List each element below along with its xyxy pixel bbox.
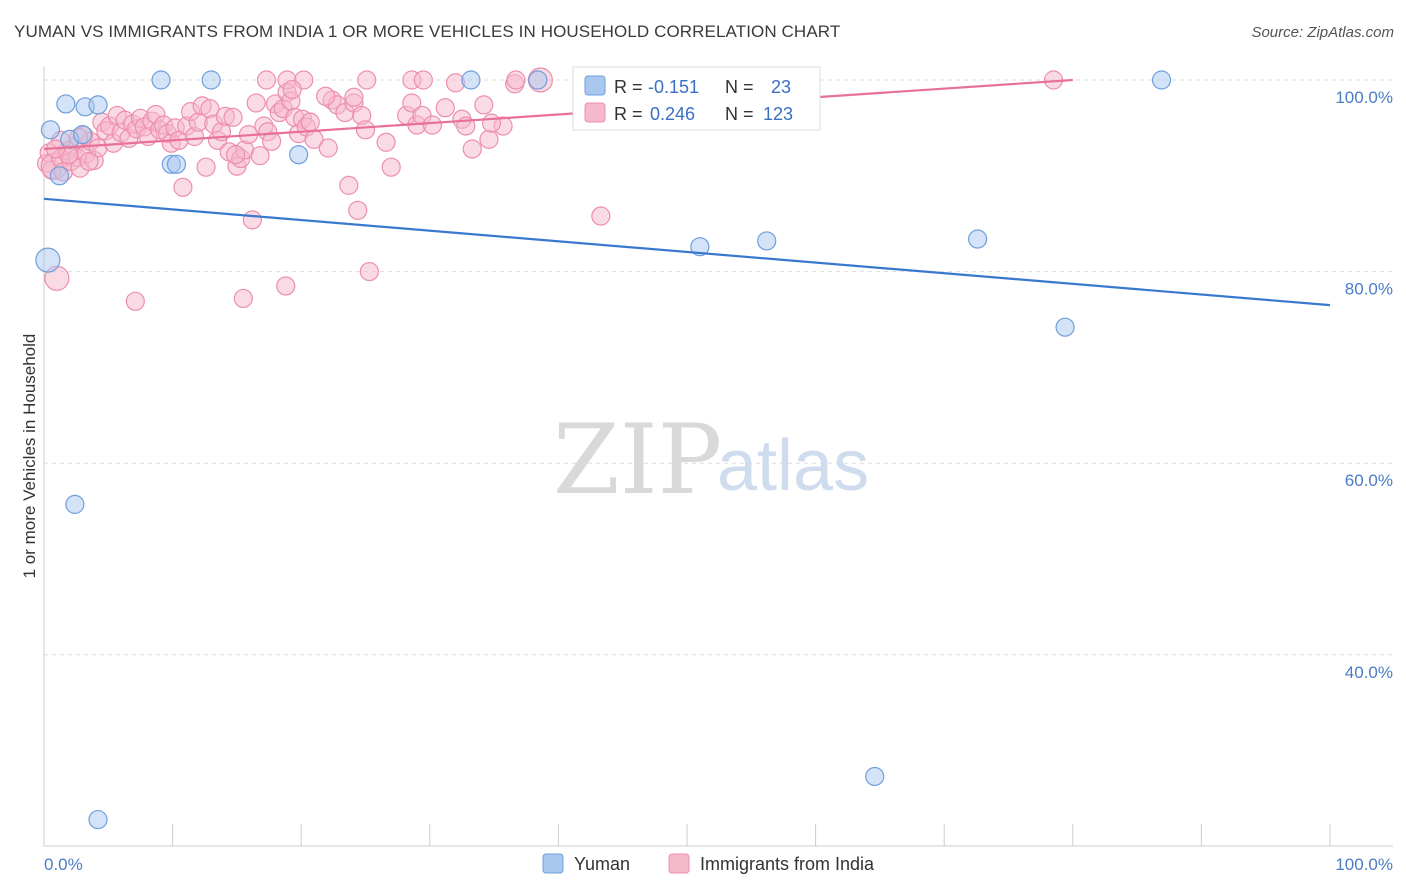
india-point-99: [276, 276, 296, 296]
x-tick-label-left: 0.0%: [44, 855, 83, 874]
watermark-zip: ZIP: [553, 404, 722, 516]
india-point-84: [381, 157, 401, 177]
india-point-86: [402, 93, 422, 113]
bottom-legend-swatch-yuman: [542, 853, 564, 874]
india-point-82: [359, 262, 379, 282]
india-point-56: [242, 210, 262, 230]
india-point-81: [355, 120, 376, 140]
legend-r-yuman: -0.151: [648, 77, 699, 97]
yuman-point-3: [56, 94, 76, 114]
legend-n-india: 123: [763, 104, 793, 124]
india-point-112: [344, 87, 364, 107]
trend-line-india: [43, 78, 1073, 151]
yuman-point-13: [201, 70, 221, 90]
india-point-93: [479, 129, 499, 149]
legend-swatch-india: [584, 102, 606, 123]
bottom-legend: Yuman Immigrants from India: [542, 853, 875, 874]
x-tick-label-right: 100.0%: [1335, 855, 1393, 874]
bottom-legend-yuman: Yuman: [574, 854, 630, 874]
yuman-point-12: [166, 154, 187, 174]
watermark-atlas: atlas: [717, 426, 869, 506]
bottom-legend-india: Immigrants from India: [700, 854, 875, 874]
trend-lines: [43, 78, 1331, 307]
india-point-61: [262, 131, 282, 151]
india-point-119: [79, 151, 99, 172]
legend-r-india: 0.246: [650, 104, 695, 124]
chart-title: YUMAN VS IMMIGRANTS FROM INDIA 1 OR MORE…: [14, 22, 841, 41]
india-point-107: [506, 70, 526, 90]
y-axis-label: 1 or more Vehicles in Household: [20, 334, 39, 579]
yuman-point-9: [88, 809, 108, 830]
india-point-79: [348, 200, 368, 220]
legend-swatch-yuman: [584, 75, 606, 96]
india-point-51: [223, 107, 243, 127]
india-point-111: [316, 86, 336, 106]
legend-n-label-yuman: N =: [725, 77, 754, 97]
india-point-96: [591, 206, 611, 226]
india-point-92: [474, 95, 494, 115]
yuman-point-2: [49, 166, 70, 186]
watermark: ZIP atlas: [553, 404, 869, 516]
india-point-44: [196, 157, 216, 177]
india-point-121: [226, 145, 246, 165]
india-point-57: [246, 93, 266, 113]
legend-box: [572, 66, 821, 131]
india-point-98: [233, 288, 253, 309]
legend-r-label-yuman: R =: [614, 77, 643, 97]
yuman-point-0: [35, 247, 61, 273]
india-point-115: [481, 113, 502, 133]
legend-n-yuman: 23: [771, 77, 791, 97]
india-point-103: [357, 70, 377, 90]
y-tick-label-1: 80.0%: [1345, 280, 1393, 299]
y-tick-label-2: 60.0%: [1345, 471, 1393, 490]
yuman-point-15: [461, 70, 481, 90]
india-point-100: [256, 70, 277, 90]
india-point-110: [282, 79, 302, 100]
yuman-point-16: [528, 70, 548, 90]
yuman-point-18: [757, 231, 777, 251]
series-yuman-points: [35, 70, 1172, 830]
india-point-38: [173, 177, 193, 197]
yuman-point-8: [88, 95, 108, 115]
india-point-88: [435, 98, 455, 118]
india-point-83: [376, 132, 396, 152]
legend-n-label-india: N =: [725, 104, 754, 124]
india-point-105: [413, 70, 433, 90]
yuman-point-6: [72, 125, 93, 145]
y-tick-label-0: 100.0%: [1335, 88, 1393, 107]
india-point-73: [318, 138, 338, 158]
legend: R = -0.151 N = 23 R = 0.246 N = 123: [572, 66, 821, 131]
india-point-91: [462, 139, 482, 159]
source-credit: Source: ZipAtlas.com: [1251, 24, 1394, 41]
india-point-97: [125, 291, 145, 311]
series-india-points: [36, 67, 1064, 311]
yuman-point-14: [289, 145, 309, 165]
india-point-58: [250, 146, 270, 166]
yuman-point-1: [40, 120, 61, 140]
yuman-point-22: [1151, 70, 1172, 90]
india-point-77: [339, 175, 359, 195]
axes: [43, 66, 1393, 847]
india-point-71: [300, 112, 320, 132]
yuman-point-5: [65, 494, 85, 514]
legend-r-label-india: R =: [614, 104, 643, 124]
y-tick-label-3: 40.0%: [1345, 663, 1393, 682]
yuman-point-10: [151, 70, 171, 90]
india-point-114: [422, 115, 442, 135]
trend-line-yuman: [43, 197, 1331, 307]
yuman-point-17: [690, 237, 710, 257]
yuman-point-19: [865, 766, 885, 787]
yuman-point-21: [1055, 317, 1075, 337]
yuman-point-20: [968, 229, 988, 249]
bottom-legend-swatch-india: [668, 853, 690, 874]
y-tick-labels: 100.0% 80.0% 60.0% 40.0%: [1335, 88, 1393, 682]
